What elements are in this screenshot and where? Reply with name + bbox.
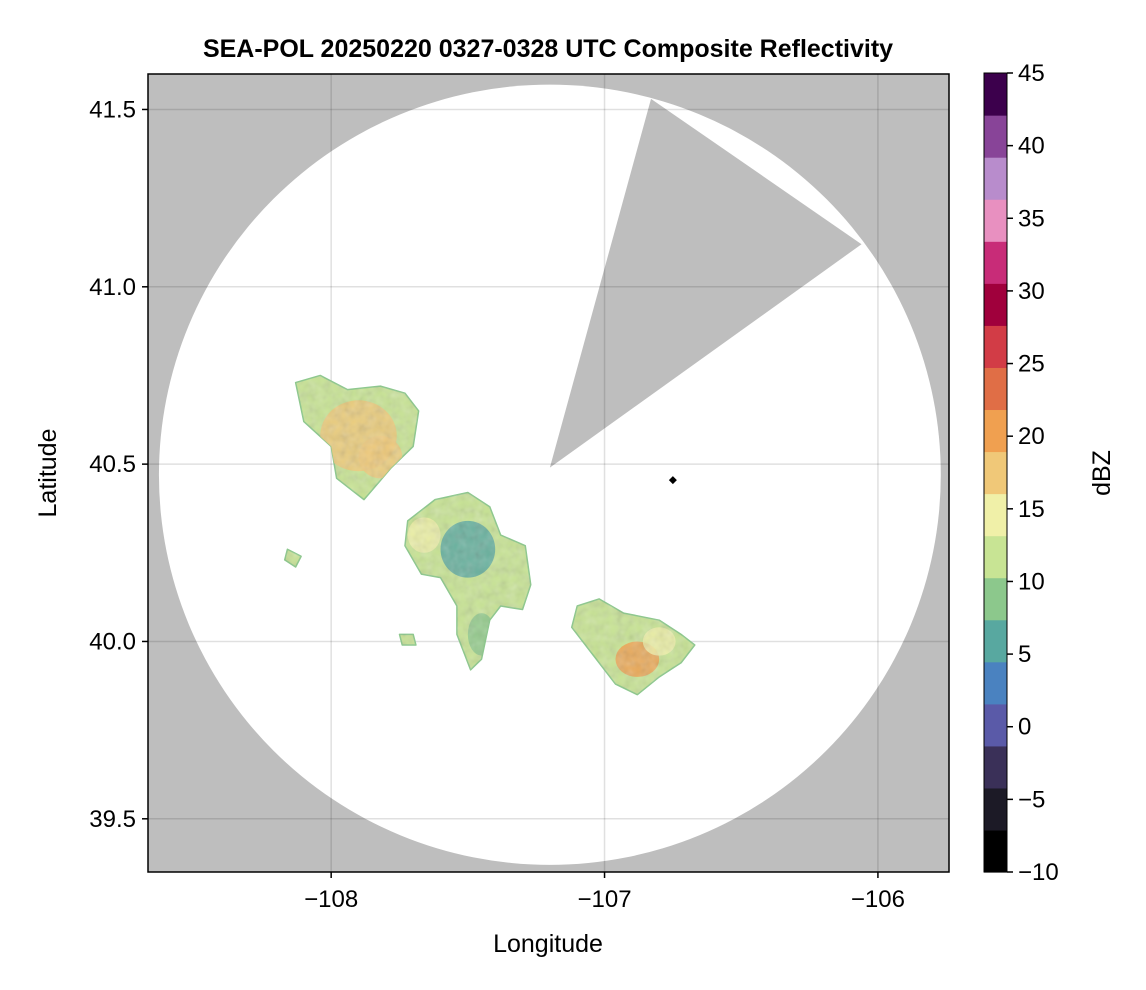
x-tick-label: −106 — [851, 886, 905, 913]
colorbar-segment — [984, 577, 1007, 621]
colorbar-segment — [984, 787, 1007, 831]
colorbar-segment — [984, 367, 1007, 411]
colorbar-segment — [984, 199, 1007, 242]
colorbar-tick-label: 25 — [1018, 351, 1045, 378]
colorbar-segment — [984, 115, 1007, 158]
x-axis: −108 −107 −106 — [304, 872, 905, 913]
colorbar-segment — [984, 283, 1007, 326]
location-marker — [668, 476, 677, 485]
echo-texture — [399, 634, 416, 646]
colorbar-tick-label: 35 — [1018, 205, 1045, 232]
x-tick-label: −107 — [578, 886, 632, 913]
grid-lines — [148, 74, 949, 872]
y-tick-label: 39.5 — [89, 806, 136, 833]
colorbar-tick-label: 0 — [1018, 714, 1031, 741]
colorbar: −10 −5 0 5 10 15 20 25 30 35 40 45 — [983, 60, 1059, 886]
x-axis-title: Longitude — [493, 930, 603, 958]
colorbar-tick-label: 45 — [1018, 60, 1045, 87]
colorbar-segment — [984, 451, 1007, 495]
colorbar-tick-label: 40 — [1018, 133, 1045, 160]
chart-title: SEA-POL 20250220 0327-0328 UTC Composite… — [203, 35, 893, 63]
colorbar-frame — [983, 72, 1008, 873]
colorbar-segment — [984, 745, 1007, 789]
echo-region-scattered-echo-far-west — [283, 548, 302, 568]
echo-region-northwest-cell — [294, 374, 420, 501]
colorbar-segment — [984, 325, 1007, 368]
colorbar-segment — [984, 535, 1007, 579]
y-axis-title: Latitude — [34, 429, 62, 518]
colorbar-segment — [984, 493, 1007, 537]
colorbar-tick-label: 5 — [1018, 641, 1031, 668]
colorbar-segment — [984, 829, 1007, 873]
echo-texture — [571, 598, 695, 695]
colorbar-tick-label: 10 — [1018, 568, 1045, 595]
blocked-sector — [549, 98, 862, 468]
radar-coverage-area — [158, 84, 941, 865]
colorbar-segment — [984, 73, 1007, 116]
colorbar-tick-label: 30 — [1018, 278, 1045, 305]
y-tick-label: 40.5 — [89, 451, 136, 478]
echo-region-southeast-cell — [570, 598, 696, 696]
y-tick-label: 41.0 — [89, 274, 136, 301]
echo-region-scattered-echo-west — [398, 633, 417, 646]
echo-texture — [295, 375, 419, 500]
x-tick-label: −108 — [304, 886, 358, 913]
colorbar-segment — [984, 619, 1007, 663]
y-tick-label: 41.5 — [89, 96, 136, 123]
colorbar-tick-label: 20 — [1018, 423, 1045, 450]
plot-area — [148, 74, 949, 872]
echo-texture — [404, 492, 531, 670]
colorbar-segment — [984, 703, 1007, 747]
y-tick-label: 40.0 — [89, 628, 136, 655]
colorbar-segment — [984, 157, 1007, 200]
colorbar-tick-label: 15 — [1018, 496, 1045, 523]
colorbar-tick-label: −10 — [1018, 859, 1059, 886]
echo-region-central-band — [404, 491, 532, 671]
colorbar-tick-label: −5 — [1018, 786, 1045, 813]
colorbar-segment — [984, 241, 1007, 284]
colorbar-title: dBZ — [1088, 450, 1116, 496]
echo-texture — [284, 549, 302, 567]
y-axis: 39.5 40.0 40.5 41.0 41.5 — [89, 96, 148, 833]
echo-regions — [283, 374, 696, 696]
colorbar-segment — [984, 409, 1007, 453]
colorbar-segment — [984, 661, 1007, 705]
plot-frame — [147, 73, 950, 873]
